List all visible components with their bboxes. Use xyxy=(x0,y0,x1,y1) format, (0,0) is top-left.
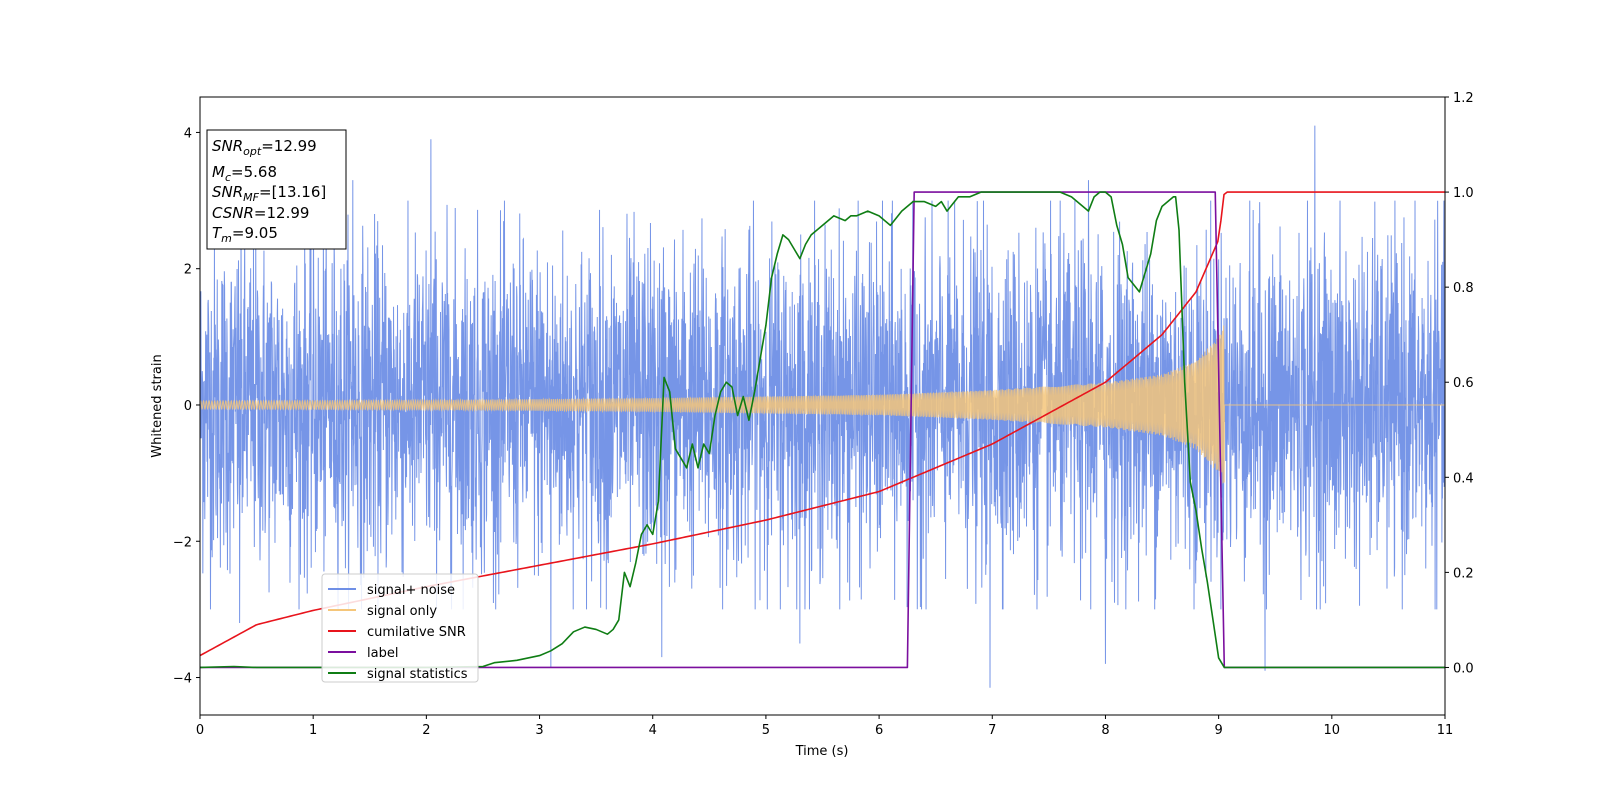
x-tick-label: 11 xyxy=(1437,723,1454,738)
x-tick-label: 9 xyxy=(1214,723,1222,738)
legend-frame xyxy=(321,573,479,683)
y-right-tick-label: 0.8 xyxy=(1453,281,1474,296)
legend-label: signal only xyxy=(367,604,437,619)
info-snr-mf: SNRMF=[13.16] xyxy=(212,183,326,204)
series-signal-only xyxy=(200,325,1445,484)
y-right-tick-label: 1.2 xyxy=(1453,91,1474,106)
y-left-tick-label: −4 xyxy=(173,672,192,687)
y-left-tick-label: −2 xyxy=(173,535,192,550)
info-csnr: CSNR=12.99 xyxy=(212,204,309,222)
y-left-tick-label: 0 xyxy=(184,399,192,414)
y-right-tick-label: 0.0 xyxy=(1453,661,1474,676)
y-left-tick-label: 4 xyxy=(184,126,192,141)
x-tick-label: 4 xyxy=(649,723,657,738)
info-snr-opt: SNRopt=12.99 xyxy=(212,137,317,158)
x-tick-label: 6 xyxy=(875,723,883,738)
x-tick-label: 10 xyxy=(1324,723,1341,738)
y-left-tick-label: 2 xyxy=(184,263,192,278)
info-box: SNRopt=12.99 Mc=5.68 SNRMF=[13.16] CSNR=… xyxy=(206,129,347,250)
legend-items: signal+ noise signal only cumilative SNR la… xyxy=(328,583,468,682)
x-tick-label: 1 xyxy=(309,723,317,738)
x-tick-label: 3 xyxy=(535,723,543,738)
x-tick-label: 0 xyxy=(196,723,204,738)
y-right-tick-label: 0.2 xyxy=(1453,566,1474,581)
x-tick-label: 7 xyxy=(988,723,996,738)
x-tick-label: 5 xyxy=(762,723,770,738)
y-right-tick-label: 1.0 xyxy=(1453,186,1474,201)
legend-label: cumilative SNR xyxy=(367,625,466,640)
plot-frame xyxy=(199,96,1446,716)
legend: signal+ noise signal only cumilative SNR la… xyxy=(321,573,479,683)
y-right-tick-label: 0.6 xyxy=(1453,376,1474,391)
legend-label: label xyxy=(367,646,398,661)
x-tick-label: 8 xyxy=(1101,723,1109,738)
series-signal-statistics xyxy=(200,191,1445,669)
info-mc: Mc=5.68 xyxy=(212,163,277,184)
x-axis-label: Time (s) xyxy=(795,744,849,759)
ticks-layer: 0 1 2 3 4 5 6 7 8 9 10 11 −4 −2 0 2 4 0.0 0.2 0.4 0.6 0.8 1.0 1… xyxy=(173,91,1474,738)
info-box-frame xyxy=(206,129,347,250)
y-right-tick-label: 0.4 xyxy=(1453,471,1474,486)
legend-label: signal statistics xyxy=(367,667,468,682)
y-axis-label: Whitened strain xyxy=(150,354,165,457)
legend-label: signal+ noise xyxy=(367,583,455,598)
x-tick-label: 2 xyxy=(422,723,430,738)
info-tm: Tm=9.05 xyxy=(212,224,278,245)
